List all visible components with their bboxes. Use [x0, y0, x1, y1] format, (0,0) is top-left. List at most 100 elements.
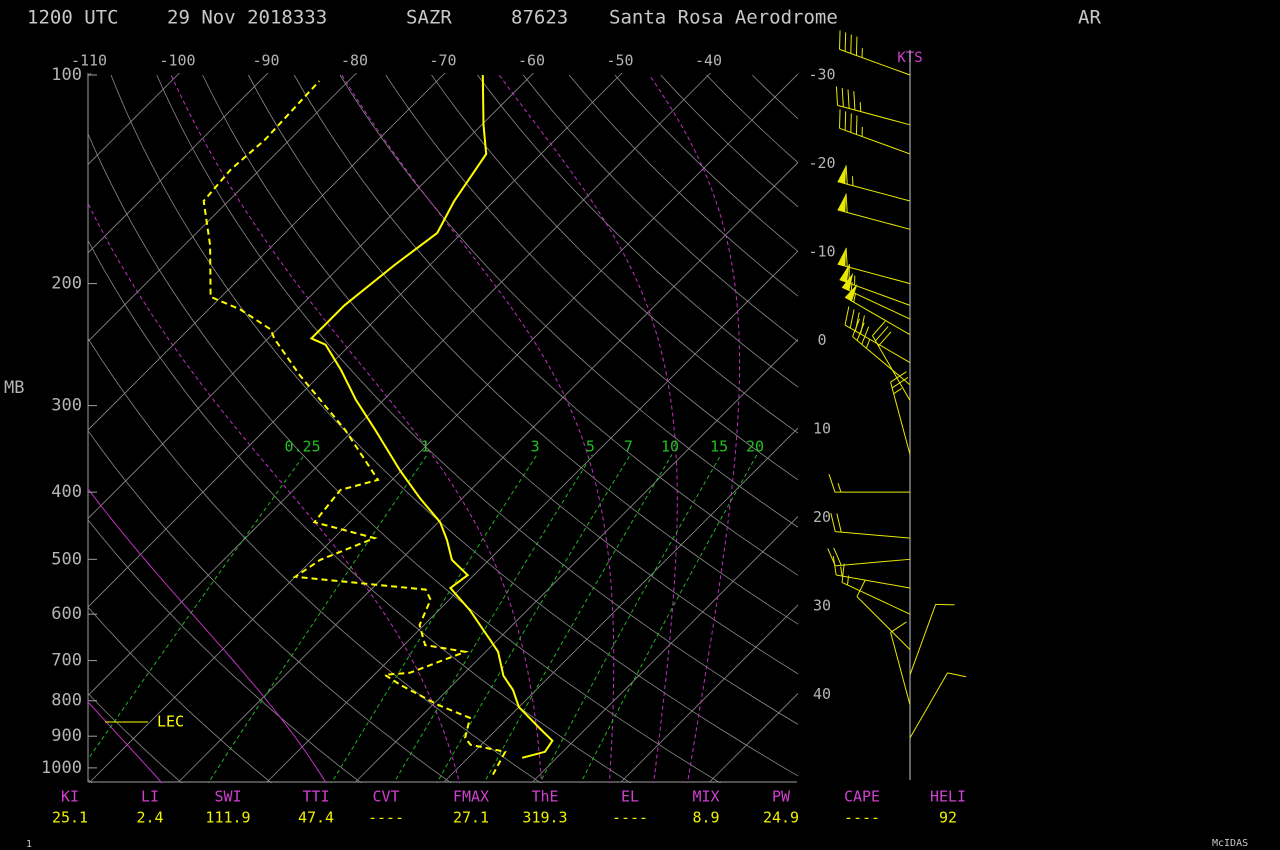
- wind-barb-part: [851, 176, 854, 186]
- y-tick-label: 1000: [41, 758, 82, 778]
- wind-barb-part: [845, 193, 848, 213]
- dry-adiabat: [568, 74, 798, 297]
- wind-barb-part: [841, 582, 911, 615]
- wind-barb: [890, 371, 911, 455]
- wind-barb-part: [844, 111, 847, 131]
- wind-barb-part: [839, 48, 911, 76]
- dry-adiabat: [248, 74, 798, 625]
- y-tick-label: 800: [51, 691, 82, 711]
- isotherm-label: -80: [341, 52, 368, 70]
- mixing-ratio-label: 10: [661, 438, 679, 456]
- wind-barb: [839, 109, 911, 155]
- index-value: ----: [844, 809, 880, 827]
- index-label: LI: [141, 788, 159, 806]
- isotherm-label: 30: [813, 597, 831, 615]
- wind-barb-part: [890, 381, 911, 455]
- wind-barb-part: [850, 113, 852, 133]
- wind-barb-part: [890, 371, 907, 383]
- moist-adiabat: [88, 202, 461, 783]
- wind-barb-part: [875, 326, 889, 342]
- mixing-ratio-line: [436, 454, 631, 783]
- dry-adiabat: [88, 132, 722, 783]
- isotherm-label: -20: [808, 154, 835, 172]
- dry-adiabat: [88, 337, 542, 783]
- wind-barb-part: [852, 318, 860, 337]
- wind-barb-part: [872, 335, 911, 401]
- wind-barb-part: [835, 86, 839, 106]
- time: 1200 UTC: [27, 7, 119, 29]
- wind-barb-part: [845, 283, 858, 302]
- mixing-ratio-line: [88, 454, 306, 761]
- isotherm: [88, 73, 446, 431]
- isotherm: [355, 338, 798, 783]
- wind-barb-part: [830, 513, 836, 532]
- wind-barb: [909, 672, 967, 739]
- isotherm: [88, 73, 623, 608]
- index-value: 47.4: [298, 809, 334, 827]
- wind-barb: [852, 318, 911, 386]
- mixing-ratio-label: 5: [586, 438, 595, 456]
- isotherm: [443, 427, 798, 783]
- wind-barb-part: [842, 272, 854, 291]
- index-label: MIX: [692, 788, 719, 806]
- index-label: EL: [621, 788, 639, 806]
- dry-adiabat: [88, 430, 452, 783]
- wind-barb-part: [844, 306, 850, 326]
- wind-barb-part: [837, 104, 911, 126]
- background-lines: [88, 73, 798, 783]
- wind-barb-part: [839, 109, 841, 129]
- index-value: ----: [368, 809, 404, 827]
- index-value: 2.4: [136, 809, 163, 827]
- y-tick-label: 300: [51, 396, 82, 416]
- mixing-ratio-label: 20: [746, 438, 764, 456]
- wind-barb-part: [859, 102, 862, 112]
- wind-barb-part: [850, 282, 853, 292]
- wind-barb-part: [891, 377, 909, 389]
- wind-barb: [841, 563, 911, 615]
- wind-barb-part: [841, 563, 845, 583]
- dry-adiabat: [477, 74, 798, 388]
- index-label: CAPE: [844, 788, 880, 806]
- index-value: 92: [939, 809, 957, 827]
- wind-barb-part: [855, 115, 858, 135]
- moist-adiabat: [88, 488, 327, 783]
- wind-barb: [909, 603, 955, 676]
- wind-barb-part: [839, 279, 911, 306]
- footer-right: McIDAS: [1212, 838, 1248, 849]
- wind-barb-part: [837, 165, 847, 184]
- index-value: 27.1: [453, 809, 489, 827]
- wind-barb-part: [839, 30, 841, 50]
- mixing-ratio-label: 0.25: [285, 438, 321, 456]
- mixing-ratio-line: [207, 454, 428, 783]
- wind-barb: [830, 513, 911, 539]
- wind-barb-part: [935, 603, 955, 606]
- dry-adiabat: [88, 519, 362, 783]
- isotherm-label: 40: [813, 685, 831, 703]
- wind-barb-part: [890, 632, 911, 705]
- index-label: CVT: [372, 788, 399, 806]
- wind-barb-part: [840, 566, 843, 577]
- y-tick-label: 400: [51, 482, 82, 502]
- temperature-line: [309, 74, 554, 759]
- station-name: Santa Rosa Aerodrome: [609, 7, 838, 29]
- wind-barb-part: [837, 209, 911, 230]
- wind-barb: [837, 165, 911, 202]
- mixing-ratio-label: 3: [531, 438, 540, 456]
- index-label: KI: [61, 788, 79, 806]
- isotherm-label: -40: [695, 52, 722, 70]
- wind-barb-part: [841, 87, 844, 107]
- wind-barb-part: [856, 579, 866, 597]
- index-value: ----: [612, 809, 648, 827]
- isotherm: [89, 73, 798, 783]
- moist-adiabat: [498, 74, 678, 783]
- isotherm: [88, 73, 535, 520]
- wind-barb: [890, 621, 911, 705]
- index-label: HELI: [930, 788, 966, 806]
- wind-barb-part: [839, 127, 911, 155]
- index-label: SWI: [214, 788, 241, 806]
- wind-barb-part: [846, 575, 850, 586]
- dry-adiabat: [88, 606, 273, 783]
- isotherm-label: -60: [518, 52, 545, 70]
- dewpoint-line: [202, 80, 507, 776]
